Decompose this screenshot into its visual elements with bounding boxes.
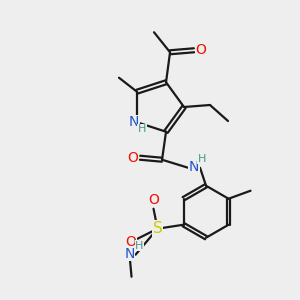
Text: N: N: [129, 115, 139, 129]
Text: O: O: [196, 43, 206, 57]
Text: H: H: [138, 124, 146, 134]
Text: O: O: [125, 235, 136, 249]
Text: N: N: [124, 247, 135, 261]
Text: H: H: [198, 154, 206, 164]
Text: O: O: [148, 193, 159, 207]
Text: N: N: [189, 160, 199, 174]
Text: H: H: [135, 241, 144, 251]
Text: O: O: [128, 151, 139, 165]
Text: S: S: [153, 221, 162, 236]
